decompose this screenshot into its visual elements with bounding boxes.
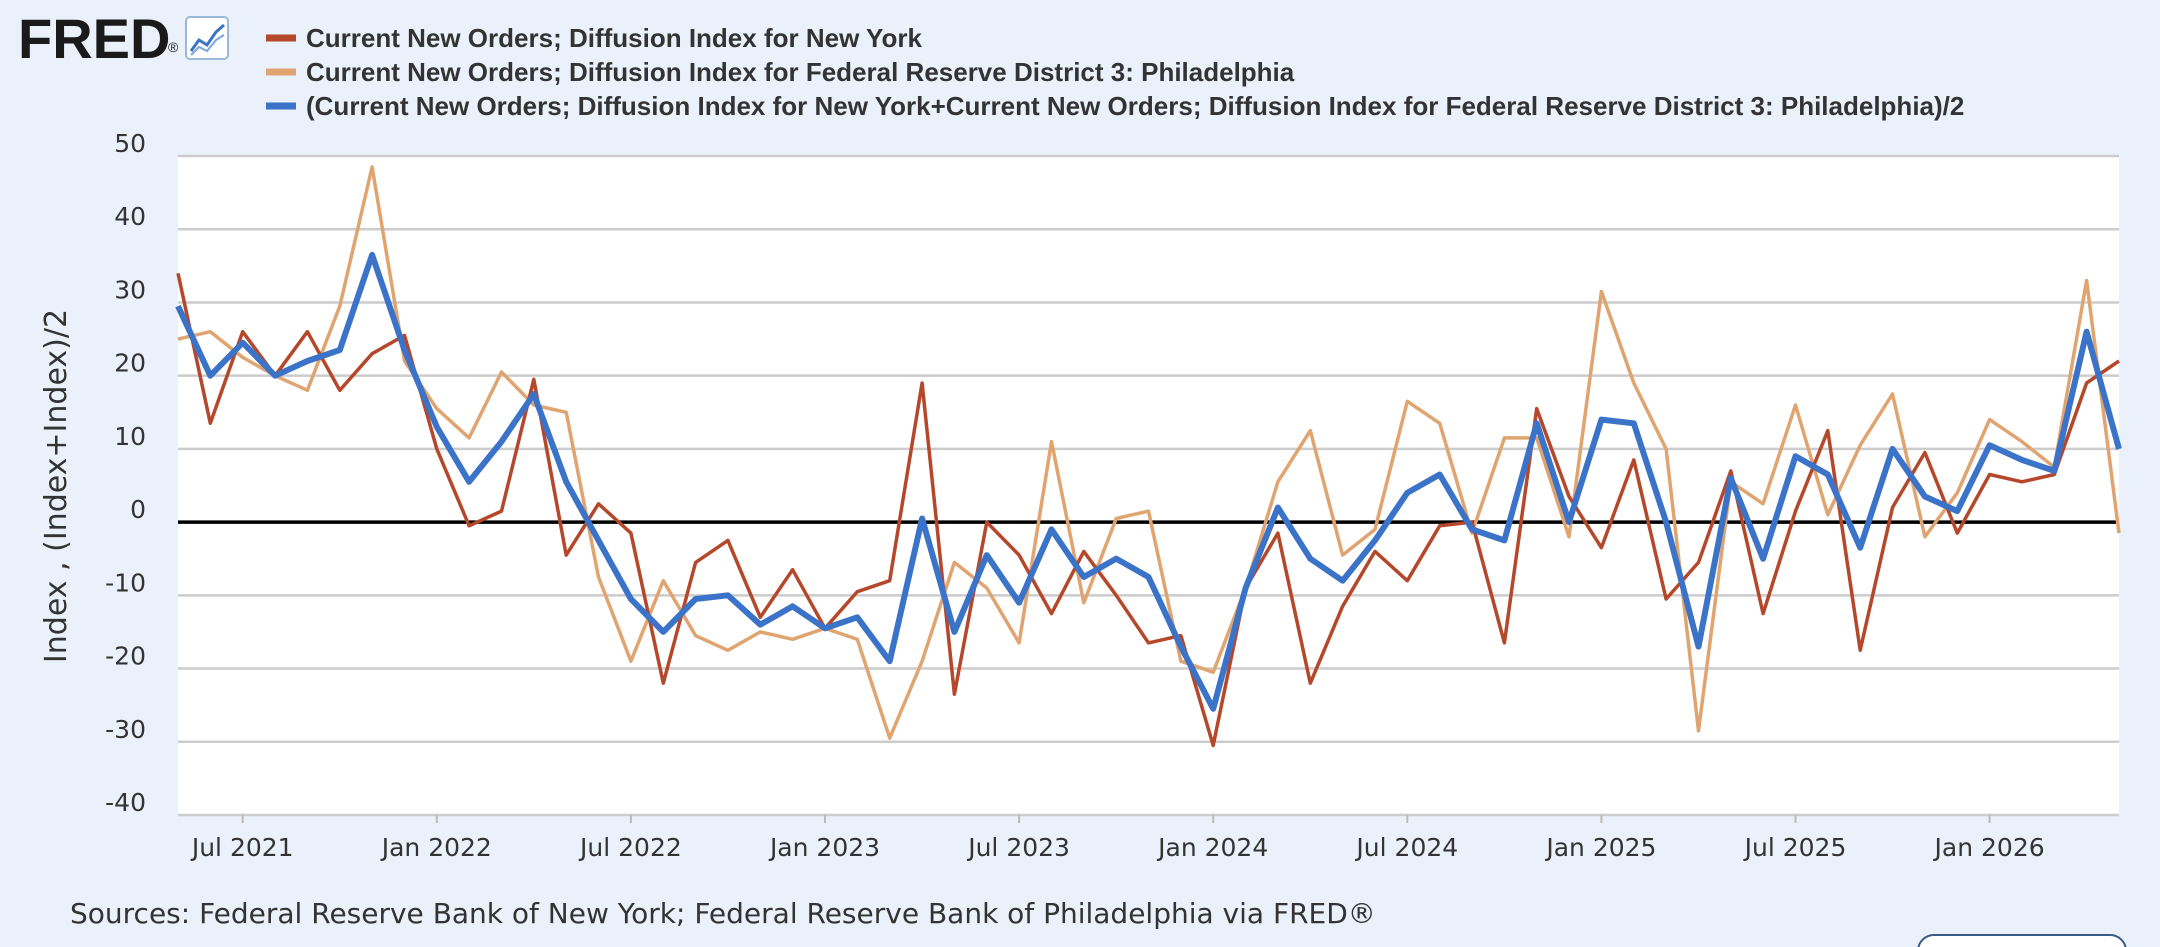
legend-label: Current New Orders; Diffusion Index for … [306, 23, 922, 53]
legend-label: (Current New Orders; Diffusion Index for… [306, 91, 1964, 121]
x-tick-label: Jul 2023 [966, 833, 1070, 862]
y-tick-label: 10 [114, 422, 146, 451]
y-tick-label: -30 [105, 715, 146, 744]
y-tick-label: 50 [114, 129, 146, 158]
y-tick-label: 30 [114, 275, 146, 304]
line-chart-icon[interactable] [185, 16, 229, 60]
x-tick-label: Jul 2022 [578, 833, 682, 862]
fred-logo-text: FRED [18, 7, 170, 70]
x-tick-label: Jan 2022 [380, 833, 492, 862]
legend-label: Current New Orders; Diffusion Index for … [306, 57, 1295, 87]
x-axis-ticks: Jul 2021 Jan 2022 Jul 2022 Jan 2023 Jul 2023… [190, 815, 2045, 862]
registered-mark: ® [168, 39, 179, 55]
y-tick-label: -10 [105, 568, 146, 597]
y-tick-label: -20 [105, 642, 146, 671]
x-tick-label: Jan 2026 [1933, 833, 2045, 862]
series-line-average [175, 251, 2122, 712]
x-tick-label: Jan 2024 [1156, 833, 1268, 862]
partial-button[interactable] [1917, 934, 2127, 947]
y-tick-label: 40 [114, 202, 146, 231]
fred-logo[interactable]: FRED ® [18, 7, 179, 70]
y-tick-label: -40 [105, 788, 146, 817]
plot-area [178, 156, 2119, 815]
x-tick-label: Jul 2025 [1743, 833, 1847, 862]
legend: Current New Orders; Diffusion Index for … [266, 23, 1964, 121]
y-axis-title: Index , (Index+Index)/2 [39, 309, 74, 663]
x-tick-label: Jul 2021 [190, 833, 294, 862]
y-axis-ticks: 50 40 30 20 10 0 -10 -20 -30 -40 [105, 129, 146, 817]
y-tick-label: 20 [114, 349, 146, 378]
series-line-philadelphia [177, 165, 2121, 740]
x-tick-label: Jul 2024 [1354, 833, 1458, 862]
x-tick-label: Jan 2023 [768, 833, 880, 862]
y-tick-label: 0 [130, 495, 146, 524]
series-lines [175, 165, 2122, 748]
series-line-new-york [176, 272, 2120, 748]
sources-text: Sources: Federal Reserve Bank of New Yor… [70, 897, 1376, 930]
x-tick-label: Jan 2025 [1544, 833, 1656, 862]
gridlines [178, 154, 2119, 817]
